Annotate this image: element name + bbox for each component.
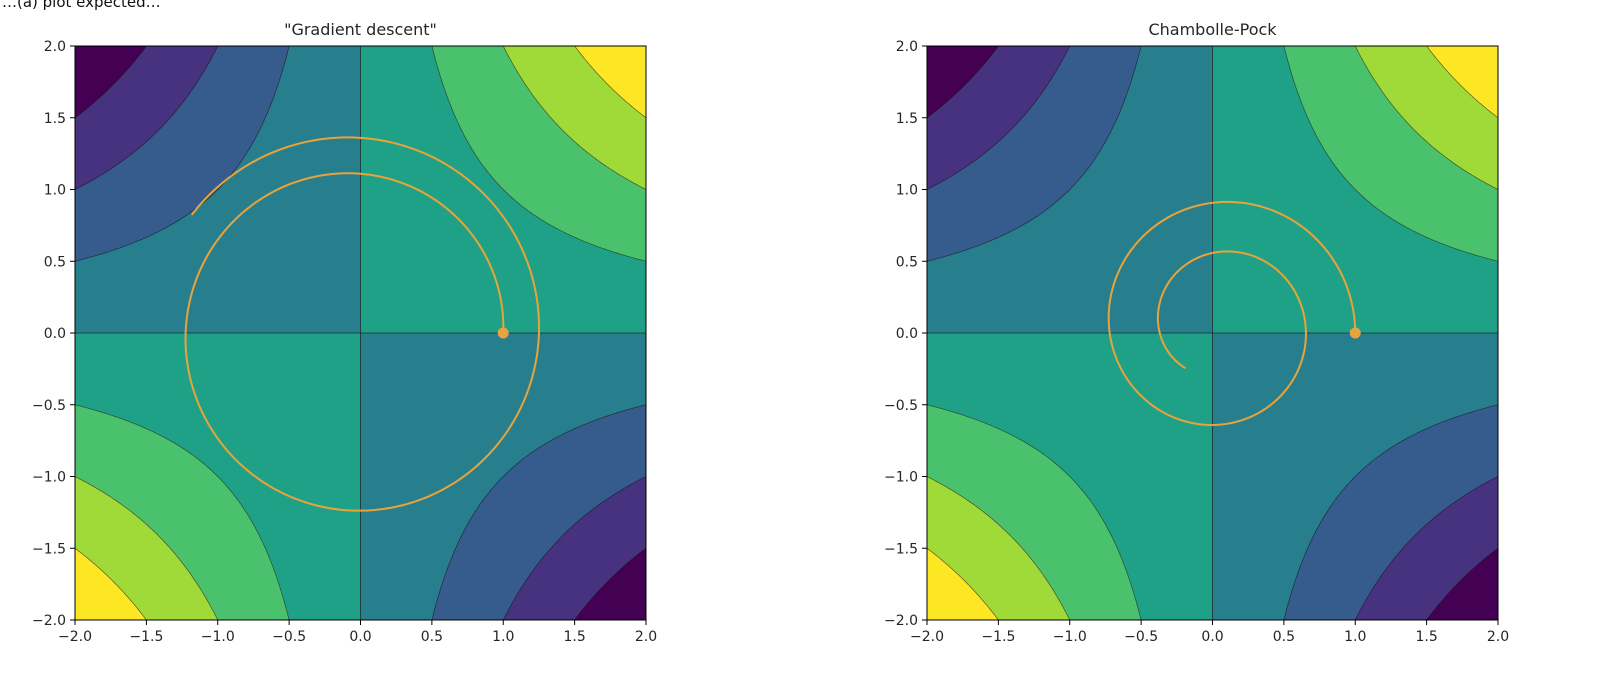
contour-line bbox=[502, 476, 646, 620]
y-tick-label: 1.5 bbox=[896, 111, 918, 127]
y-tick-label: 2.0 bbox=[896, 39, 918, 55]
contour-line bbox=[1283, 46, 1498, 262]
x-tick-label: −1.5 bbox=[129, 629, 163, 645]
x-tick-label: 1.0 bbox=[1344, 629, 1366, 645]
y-tick-label: 1.5 bbox=[44, 111, 66, 127]
x-tick-label: 1.5 bbox=[1415, 629, 1437, 645]
x-tick-label: 1.0 bbox=[492, 629, 514, 645]
y-tick-label: −0.5 bbox=[32, 398, 66, 414]
y-tick-label: 0.5 bbox=[896, 254, 918, 270]
y-tick-label: 2.0 bbox=[44, 39, 66, 55]
contour-line bbox=[1426, 547, 1498, 620]
x-tick-label: −0.5 bbox=[1124, 629, 1158, 645]
contour-line bbox=[927, 46, 1071, 190]
contour-line bbox=[927, 46, 999, 119]
y-tick-label: −2.0 bbox=[884, 613, 918, 629]
contour-line bbox=[75, 404, 290, 620]
x-tick-label: 0.5 bbox=[421, 629, 443, 645]
contour-line bbox=[574, 46, 646, 119]
contour-line bbox=[502, 46, 646, 190]
x-tick-label: 0.5 bbox=[1273, 629, 1295, 645]
trajectory-path bbox=[184, 136, 541, 512]
contour-line bbox=[75, 547, 147, 620]
chart-panel-chambolle-pock: −2.0−2.0 −1.5 −1.5 −1.0 −1.0 −0.5 −0.5 0.0 0.0 0.… bbox=[884, 20, 1509, 645]
contour-line bbox=[431, 404, 646, 620]
x-tick-label: −0.5 bbox=[272, 629, 306, 645]
y-tick-label: −1.5 bbox=[884, 541, 918, 557]
contour-line bbox=[927, 547, 999, 620]
contour-field bbox=[927, 46, 1498, 620]
x-tick-label: 0.0 bbox=[349, 629, 371, 645]
start-point-marker bbox=[497, 327, 509, 339]
chart-panel-gradient-descent: −2.0−2.0 −1.5 −1.5 −1.0 −1.0 −0.5 −0.5 0.0 0.0 0.… bbox=[32, 20, 657, 645]
cutoff-header-text: …(a) plot expected… bbox=[2, 0, 161, 11]
contour-line bbox=[927, 46, 1142, 262]
x-tick-label: −1.0 bbox=[1053, 629, 1087, 645]
contour-field bbox=[75, 46, 646, 620]
y-tick-label: 0.5 bbox=[44, 254, 66, 270]
y-tick-label: 1.0 bbox=[896, 183, 918, 199]
x-tick-label: −2.0 bbox=[910, 629, 944, 645]
x-tick-label: 1.5 bbox=[563, 629, 585, 645]
y-tick-label: 0.0 bbox=[896, 326, 918, 342]
x-tick-label: 2.0 bbox=[1487, 629, 1509, 645]
contour-line bbox=[927, 476, 1071, 620]
x-tick-label: 0.0 bbox=[1201, 629, 1223, 645]
chart-title: "Gradient descent" bbox=[284, 20, 437, 39]
trajectory-path bbox=[1107, 200, 1357, 426]
y-tick-label: 1.0 bbox=[44, 183, 66, 199]
x-tick-label: −1.0 bbox=[201, 629, 235, 645]
chart-title: Chambolle-Pock bbox=[1148, 20, 1277, 39]
contour-line bbox=[1426, 46, 1498, 119]
contour-line bbox=[431, 46, 646, 262]
start-point-marker bbox=[1349, 327, 1361, 339]
contour-line bbox=[75, 46, 147, 119]
contour-line bbox=[1354, 476, 1498, 620]
y-tick-label: 0.0 bbox=[44, 326, 66, 342]
x-tick-label: −2.0 bbox=[58, 629, 92, 645]
contour-line bbox=[75, 46, 290, 262]
contour-line bbox=[1283, 404, 1498, 620]
x-tick-label: 2.0 bbox=[635, 629, 657, 645]
contour-line bbox=[75, 476, 219, 620]
y-tick-label: −1.0 bbox=[32, 470, 66, 486]
y-tick-label: −1.0 bbox=[884, 470, 918, 486]
y-tick-label: −0.5 bbox=[884, 398, 918, 414]
contour-line bbox=[927, 404, 1142, 620]
contour-line bbox=[1354, 46, 1498, 190]
y-tick-label: −2.0 bbox=[32, 613, 66, 629]
contour-line bbox=[75, 46, 219, 190]
y-tick-label: −1.5 bbox=[32, 541, 66, 557]
contour-line bbox=[574, 547, 646, 620]
x-tick-label: −1.5 bbox=[981, 629, 1015, 645]
